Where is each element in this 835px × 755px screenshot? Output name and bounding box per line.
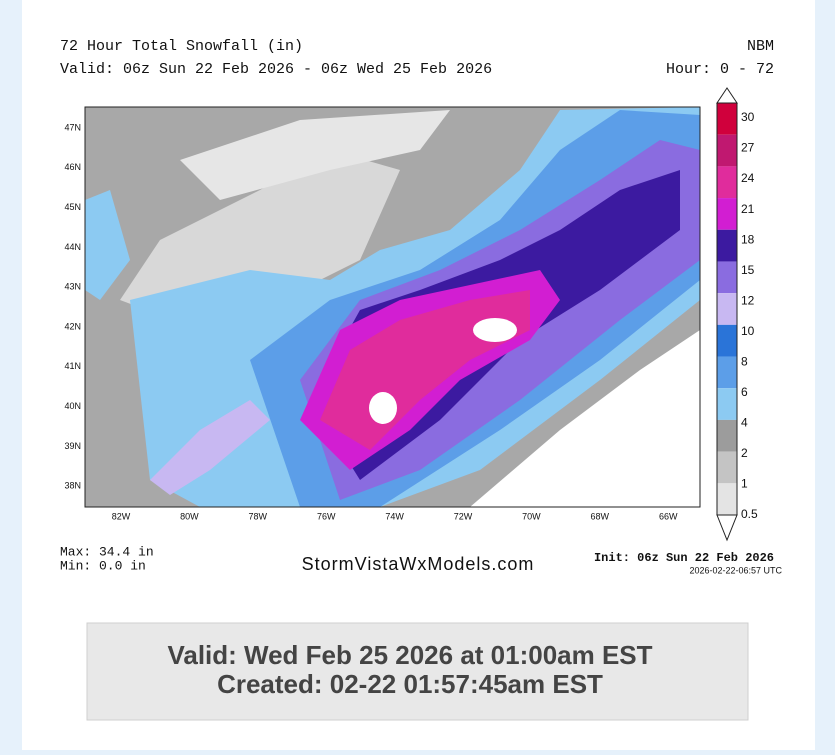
created-line: Created: 02-22 01:57:45am EST: [217, 669, 603, 699]
colorbar-label: 18: [741, 232, 755, 246]
colorbar-label: 27: [741, 141, 755, 155]
colorbar-swatch: [717, 134, 737, 167]
lon-label: 66W: [659, 511, 678, 521]
lon-label: 82W: [112, 511, 131, 521]
brand: StormVistaWxModels.com: [302, 554, 535, 574]
colorbar-swatch: [717, 388, 737, 420]
lat-label: 41N: [64, 361, 81, 371]
colorbar-label: 10: [741, 324, 755, 338]
colorbar-swatch: [717, 293, 737, 325]
colorbar-label: 24: [741, 171, 755, 185]
lon-label: 76W: [317, 511, 336, 521]
map: [84, 106, 701, 508]
colorbar-swatch: [717, 198, 737, 230]
lat-label: 38N: [64, 481, 81, 491]
stamp: 2026-02-22-06:57 UTC: [689, 565, 782, 575]
lat-label: 45N: [64, 202, 81, 212]
lat-label: 40N: [64, 401, 81, 411]
max: Max: 34.4 in: [60, 544, 154, 559]
hours: Hour: 0 - 72: [666, 61, 774, 78]
lon-label: 74W: [385, 511, 404, 521]
colorbar-label: 0.5: [741, 507, 758, 521]
colorbar-swatch: [717, 356, 737, 389]
colorbar-label: 30: [741, 110, 755, 124]
lat-label: 46N: [64, 162, 81, 172]
colorbar-label: 12: [741, 293, 755, 307]
lat-label: 47N: [64, 122, 81, 132]
colorbar-swatch: [717, 451, 737, 484]
lat-label: 42N: [64, 321, 81, 331]
lon-label: 80W: [180, 511, 199, 521]
init: Init: 06z Sun 22 Feb 2026: [594, 551, 774, 565]
valid-box: [86, 622, 749, 721]
colorbar-label: 2: [741, 446, 748, 460]
valid-line: Valid: Wed Feb 25 2026 at 01:00am EST: [167, 640, 652, 670]
lat-label: 43N: [64, 282, 81, 292]
lon-label: 72W: [454, 511, 473, 521]
lon-label: 70W: [522, 511, 541, 521]
valid-range: Valid: 06z Sun 22 Feb 2026 - 06z Wed 25 …: [60, 61, 492, 78]
colorbar-swatch: [717, 324, 737, 357]
colorbar-label: 1: [741, 477, 748, 491]
lon-label: 68W: [591, 511, 610, 521]
model: NBM: [747, 38, 774, 55]
colorbar-label: 21: [741, 202, 755, 216]
colorbar-swatch: [717, 483, 737, 515]
lat-label: 39N: [64, 441, 81, 451]
colorbar-swatch: [717, 103, 737, 135]
colorbar-label: 8: [741, 354, 748, 368]
colorbar-bottom-arrow: [716, 514, 738, 542]
colorbar-label: 6: [741, 385, 748, 399]
colorbar-top-arrow: [716, 87, 738, 104]
min: Min: 0.0 in: [60, 558, 146, 573]
lat-label: 44N: [64, 242, 81, 252]
colorbar-swatch: [717, 419, 737, 452]
colorbar-label: 4: [741, 416, 748, 430]
lon-label: 78W: [249, 511, 268, 521]
colorbar-label: 15: [741, 263, 755, 277]
colorbar-swatch: [717, 166, 737, 199]
colorbar-swatch: [717, 229, 737, 262]
colorbar-swatch: [717, 261, 737, 294]
title: 72 Hour Total Snowfall (in): [60, 38, 303, 55]
